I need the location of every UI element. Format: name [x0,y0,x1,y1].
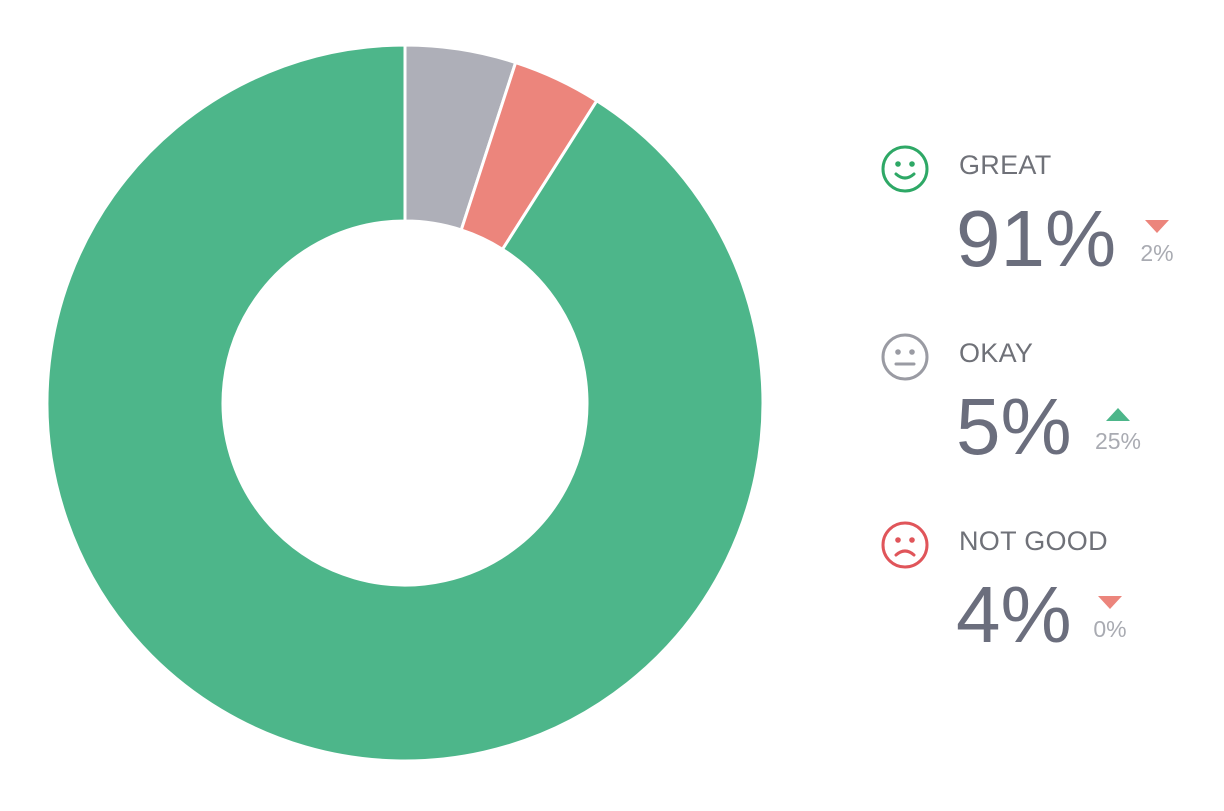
smiley-sad-icon [881,521,929,569]
arrow-up-icon [1106,408,1130,421]
delta-indicator: 2% [1127,220,1187,267]
legend-label: OKAY [959,338,1034,368]
delta-value: 2% [1140,240,1174,266]
delta-value: 25% [1094,428,1142,454]
arrow-down-icon [1098,596,1122,609]
legend-value: 5% [956,382,1072,471]
donut-slices [45,43,765,763]
delta-indicator: 25% [1088,408,1148,455]
donut-chart [45,43,765,763]
legend-value: 4% [956,570,1072,659]
donut-slice-great [45,43,765,763]
legend-item-okay: OKAY 5% 25% [880,328,1210,516]
legend-label: GREAT [959,150,1052,180]
delta-value: 0% [1093,616,1127,642]
delta-indicator: 0% [1080,596,1140,643]
legend-item-not-good: NOT GOOD 4% 0% [880,516,1210,704]
legend-label: NOT GOOD [959,526,1108,556]
smiley-happy-icon [881,145,929,193]
legend-value: 91% [956,194,1117,283]
smiley-neutral-icon [881,333,929,381]
legend-item-great: GREAT 91% 2% [880,140,1210,328]
arrow-down-icon [1145,220,1169,233]
legend: GREAT 91% 2% OKAY 5% 25% NOT GOOD 4% [880,140,1210,704]
